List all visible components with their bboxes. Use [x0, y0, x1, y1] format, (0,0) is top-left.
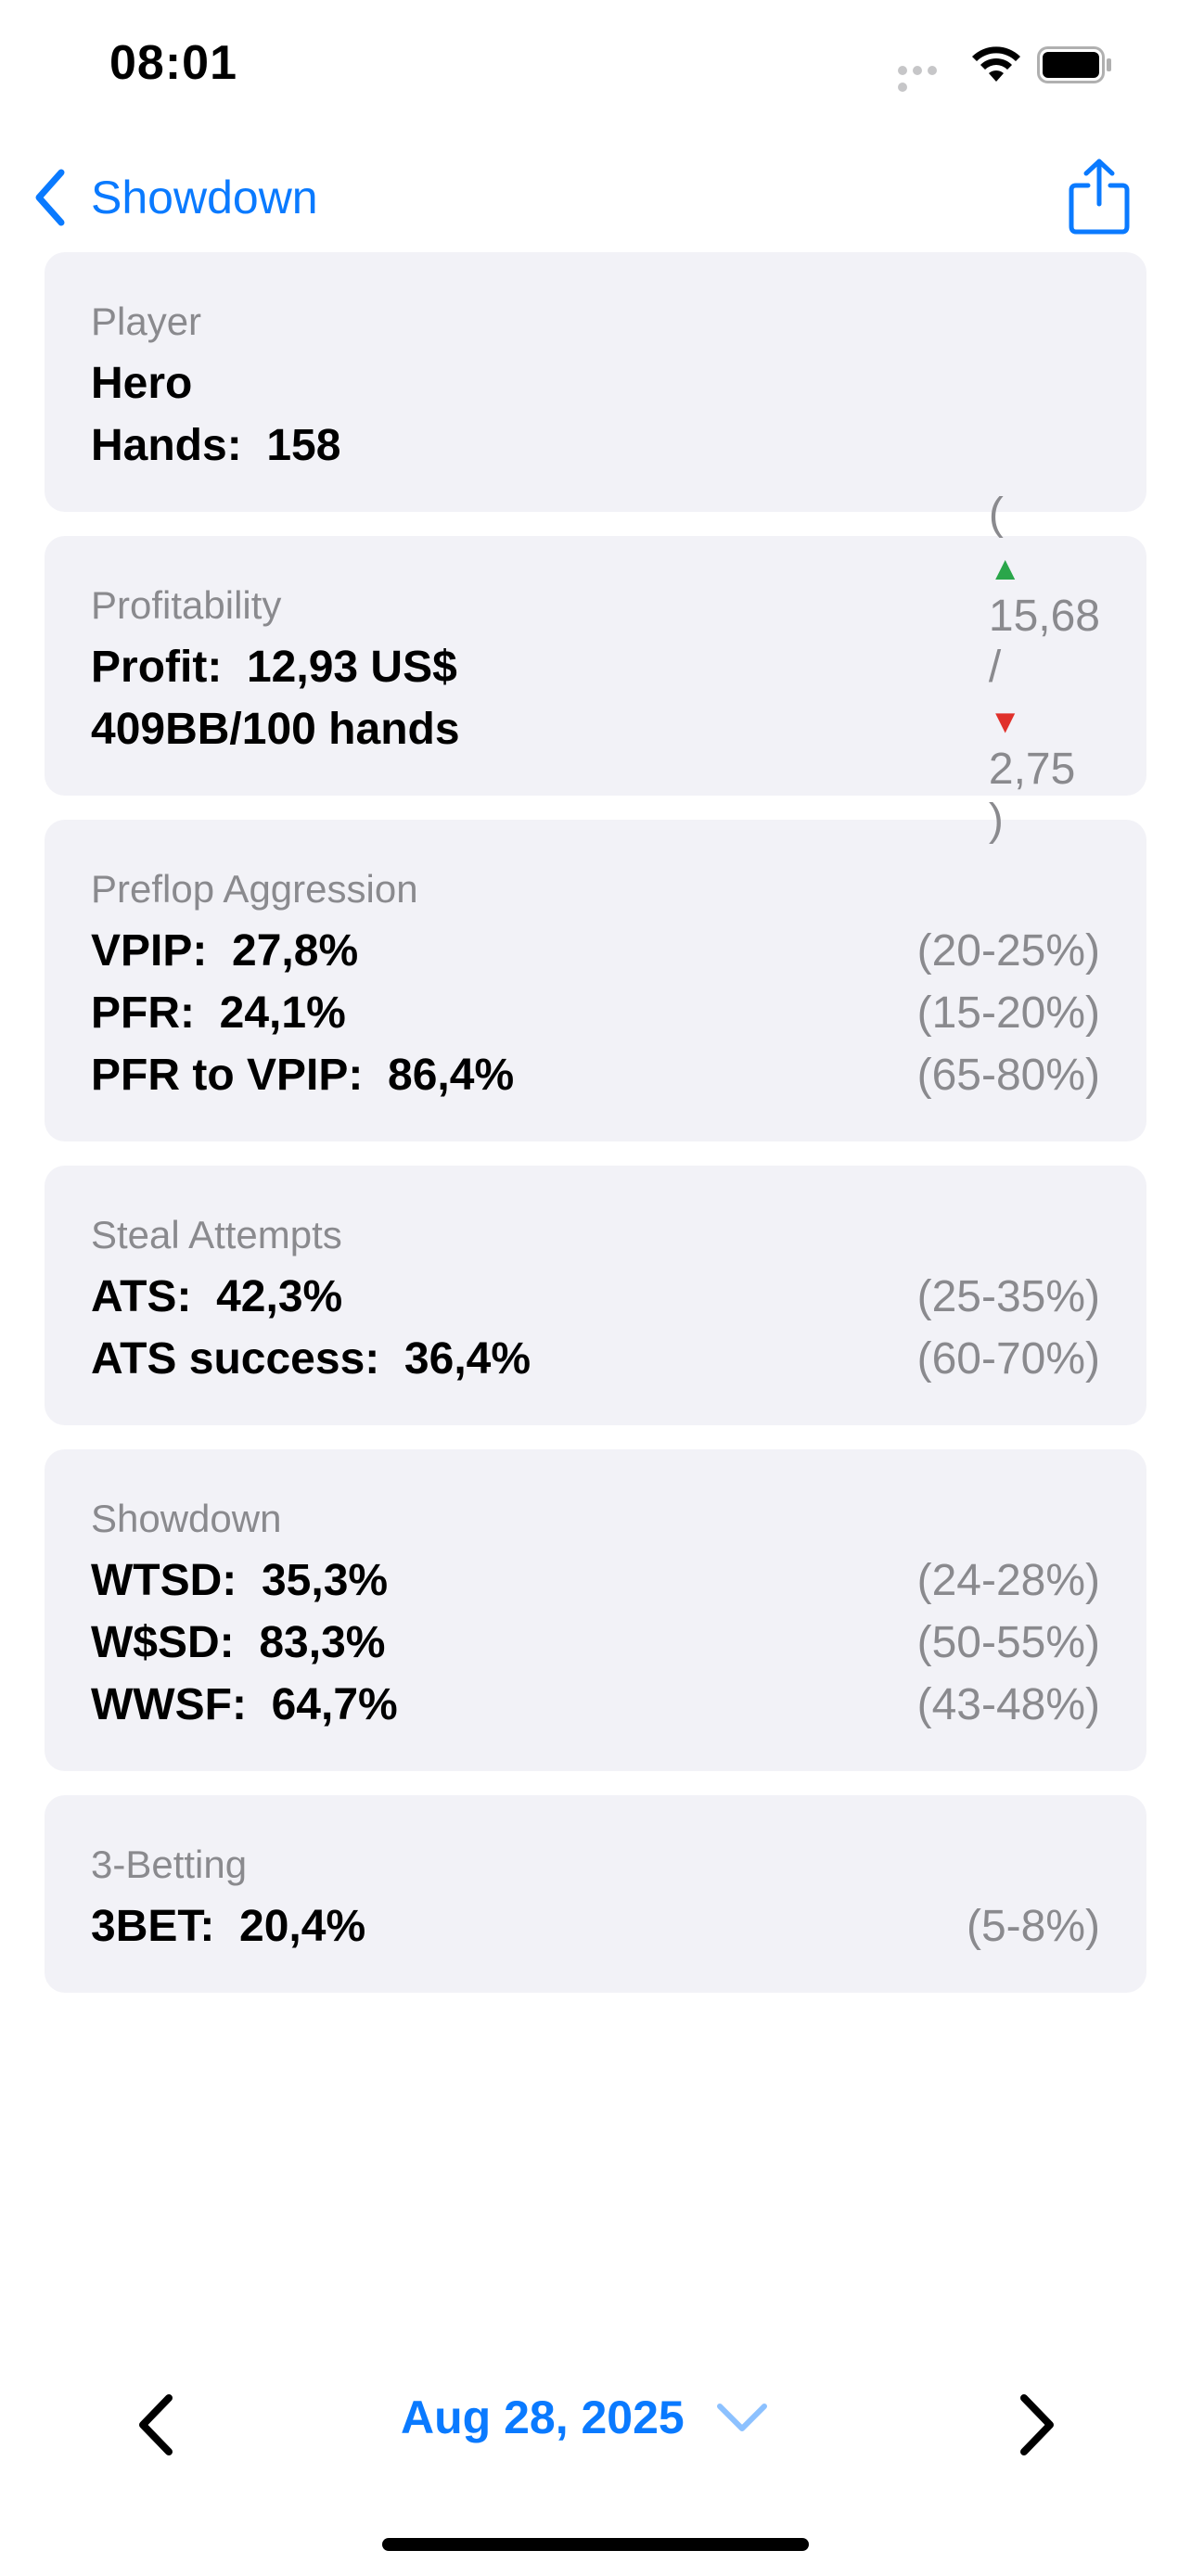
stat-range: (60-70%) — [916, 1334, 1100, 1384]
stat-range: (50-55%) — [916, 1618, 1100, 1667]
stat-row: PFR: 24,1% (15-20%) — [91, 982, 1100, 1044]
stats-list: Player Hero Hands: 158 Profitability Pro… — [45, 252, 1146, 2017]
stat-range: (15-20%) — [916, 988, 1100, 1038]
date-navigation: Aug 28, 2025 — [0, 2374, 1191, 2467]
next-day-button[interactable] — [1007, 2392, 1063, 2457]
three-betting-card: 3-Betting 3BET: 20,4% (5-8%) — [45, 1795, 1146, 1993]
preflop-aggression-card: Preflop Aggression VPIP: 27,8% (20-25%) … — [45, 820, 1146, 1141]
selected-date: Aug 28, 2025 — [401, 2391, 685, 2443]
chevron-down-icon — [716, 2404, 767, 2431]
stat-row: ATS success: 36,4% (60-70%) — [91, 1328, 1100, 1390]
stat-row: ATS: 42,3% (25-35%) — [91, 1266, 1100, 1328]
stat-label: ATS: 42,3% — [91, 1272, 343, 1321]
triangle-up-icon: ▲ — [988, 549, 1022, 587]
stat-label: PFR: 24,1% — [91, 988, 346, 1038]
triangle-down-icon: ▼ — [988, 702, 1022, 740]
card-title: Showdown — [91, 1497, 282, 1540]
stat-row: W$SD: 83,3% (50-55%) — [91, 1612, 1100, 1674]
card-title: 3-Betting — [91, 1843, 248, 1886]
battery-icon — [1037, 46, 1111, 83]
share-icon[interactable] — [1067, 158, 1132, 236]
card-title: Profitability — [91, 583, 282, 627]
cellular-signal-icon — [898, 63, 955, 92]
stat-label: WWSF: 64,7% — [91, 1680, 398, 1729]
stat-range: (20-25%) — [916, 926, 1100, 976]
steal-attempts-card: Steal Attempts ATS: 42,3% (25-35%) ATS s… — [45, 1166, 1146, 1425]
player-card: Player Hero Hands: 158 — [45, 252, 1146, 512]
stat-range: (25-35%) — [916, 1272, 1100, 1321]
wifi-icon — [972, 46, 1020, 82]
chevron-left-icon — [35, 169, 65, 226]
close-paren: ) — [988, 796, 1004, 845]
stat-row: WTSD: 35,3% (24-28%) — [91, 1549, 1100, 1612]
profit-value: Profit: 12,93 US$ — [91, 643, 457, 692]
navigation-bar: Showdown — [0, 148, 1191, 250]
back-label: Showdown — [91, 172, 318, 223]
player-name: Hero — [91, 359, 193, 408]
stat-range: (65-80%) — [916, 1051, 1100, 1100]
winnings-value: 15,68 — [988, 592, 1100, 641]
stat-label: VPIP: 27,8% — [91, 926, 359, 976]
stat-label: W$SD: 83,3% — [91, 1618, 386, 1667]
stat-label: PFR to VPIP: 86,4% — [91, 1051, 515, 1100]
profit-breakdown: ( ▲ 15,68 / ▼ 2,75 ) — [890, 438, 1100, 897]
slash: / — [988, 643, 1002, 692]
stat-label: ATS success: 36,4% — [91, 1334, 531, 1384]
card-title: Preflop Aggression — [91, 867, 418, 911]
stat-label: 3BET: 20,4% — [91, 1902, 366, 1951]
previous-day-button[interactable] — [130, 2392, 186, 2457]
bb-per-100: 409BB/100 hands — [91, 705, 460, 754]
stat-row: VPIP: 27,8% (20-25%) — [91, 920, 1100, 982]
card-title: Player — [91, 300, 202, 343]
stat-range: (43-48%) — [916, 1680, 1100, 1729]
status-bar: 08:01 — [0, 0, 1191, 130]
stat-row: PFR to VPIP: 86,4% (65-80%) — [91, 1044, 1100, 1106]
stat-row: WWSF: 64,7% (43-48%) — [91, 1674, 1100, 1736]
stat-row: 3BET: 20,4% (5-8%) — [91, 1895, 1100, 1958]
hands-count: Hands: 158 — [91, 421, 341, 470]
stat-range: (24-28%) — [916, 1556, 1100, 1605]
stat-label: WTSD: 35,3% — [91, 1556, 389, 1605]
back-button[interactable]: Showdown — [32, 165, 318, 230]
open-paren: ( — [988, 490, 1004, 539]
status-time: 08:01 — [109, 36, 237, 90]
profitability-card: Profitability Profit: 12,93 US$ ( ▲ 15,6… — [45, 490, 1146, 845]
showdown-card: Showdown WTSD: 35,3% (24-28%) W$SD: 83,3… — [45, 1449, 1146, 1771]
card-title: Steal Attempts — [91, 1213, 342, 1256]
date-picker-button[interactable]: Aug 28, 2025 — [401, 2391, 770, 2444]
home-indicator — [382, 2538, 809, 2551]
stat-range: (5-8%) — [966, 1902, 1100, 1951]
losses-value: 2,75 — [988, 745, 1076, 794]
